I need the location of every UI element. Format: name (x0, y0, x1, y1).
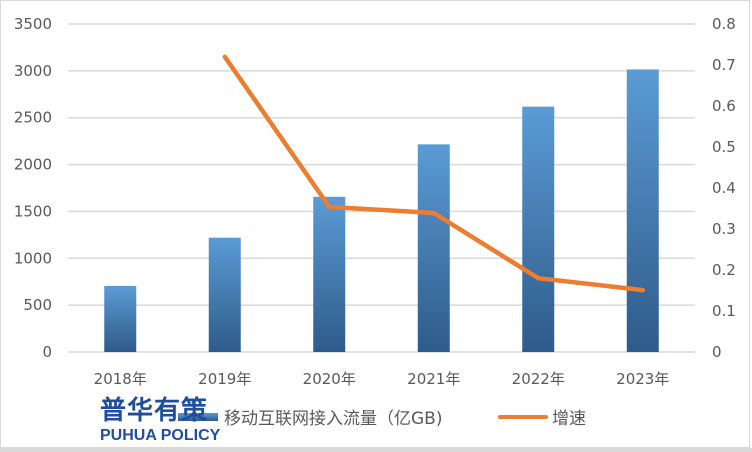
bar (417, 144, 450, 352)
legend-label-growth: 增速 (552, 409, 586, 429)
legend-label-traffic: 移动互联网接入流量（亿GB) (224, 409, 443, 429)
x-tick-label: 2022年 (512, 370, 565, 388)
x-tick-label: 2019年 (198, 370, 251, 388)
right-tick-label: 0.1 (712, 302, 736, 320)
bar (313, 196, 346, 352)
bar (626, 69, 659, 353)
line-swatch-icon (498, 414, 548, 419)
bar-swatch-icon (178, 412, 218, 421)
bar (104, 285, 137, 352)
bottom-border (0, 448, 752, 452)
right-tick-label: 0.6 (712, 97, 736, 115)
right-tick-label: 0.3 (712, 220, 736, 238)
left-tick-label: 500 (23, 296, 52, 314)
gridlines (68, 23, 695, 353)
left-tick-label: 3500 (14, 15, 52, 33)
bar (208, 237, 241, 352)
right-tick-label: 0 (712, 343, 722, 361)
bar (522, 106, 555, 352)
right-tick-label: 0.7 (712, 56, 736, 74)
left-tick-label: 1000 (14, 249, 52, 267)
watermark-english: PUHUA POLICY (100, 427, 221, 444)
legend: 移动互联网接入流量（亿GB) 增速 (0, 404, 752, 434)
right-tick-label: 0.2 (712, 261, 736, 279)
watermark-chinese: 普华有策 (100, 396, 209, 426)
x-tick-label: 2018年 (94, 370, 147, 388)
right-tick-label: 0.5 (712, 138, 736, 156)
left-tick-label: 1500 (14, 202, 52, 220)
right-tick-label: 0.4 (712, 179, 736, 197)
left-axis-ticks: 0 500 1000 1500 2000 2500 3000 3500 (14, 15, 52, 361)
line-series (222, 54, 646, 293)
left-tick-label: 0 (42, 343, 52, 361)
x-tick-label: 2020年 (303, 370, 356, 388)
x-tick-label: 2023年 (616, 370, 669, 388)
left-tick-label: 2000 (14, 156, 52, 174)
bar-series (104, 69, 659, 353)
x-axis-ticks: 2018年 2019年 2020年 2021年 2022年 2023年 (94, 370, 670, 388)
legend-item-growth: 增速 (498, 404, 586, 429)
watermark-logo: 普华有策 PUHUA POLICY (100, 396, 220, 445)
left-tick-label: 3000 (14, 62, 52, 80)
left-tick-label: 2500 (14, 109, 52, 127)
legend-item-traffic: 移动互联网接入流量（亿GB) (178, 404, 442, 429)
right-tick-label: 0.8 (712, 15, 736, 33)
growth-line (222, 54, 646, 293)
x-tick-label: 2021年 (407, 370, 460, 388)
right-axis-ticks: 0 0.1 0.2 0.3 0.4 0.5 0.6 0.7 0.8 (712, 15, 736, 361)
